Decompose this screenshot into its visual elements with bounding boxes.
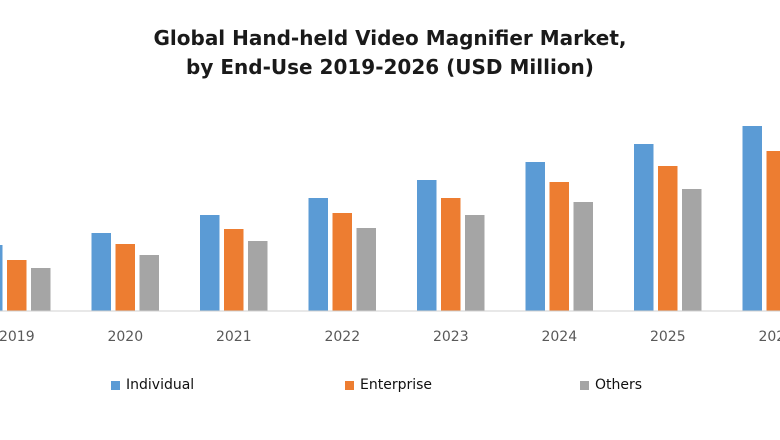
bar-others-2024	[573, 202, 593, 311]
x-tick-label: 2026	[758, 329, 780, 345]
bar-enterprise-2021	[224, 229, 244, 311]
legend-swatch	[345, 380, 354, 390]
chart-title-line-2: by End-Use 2019-2026 (USD Million)	[186, 55, 594, 79]
bar-individual-2023	[417, 180, 437, 311]
bar-enterprise-2026	[766, 151, 780, 311]
bar-enterprise-2020	[115, 244, 135, 311]
x-tick-label: 2022	[324, 329, 360, 345]
bar-others-2021	[248, 241, 268, 311]
chart-legend: Individual Enterprise Others	[0, 377, 780, 397]
bar-individual-2026	[742, 126, 762, 311]
bar-individual-2019	[0, 245, 3, 311]
bar-others-2022	[356, 228, 376, 311]
bar-individual-2025	[634, 144, 654, 311]
bar-enterprise-2022	[332, 213, 352, 311]
x-tick-label: 2019	[0, 329, 35, 345]
bar-individual-2024	[525, 162, 545, 311]
x-axis-tick-labels: 2019 2020 2021 2022 2023 2024 2025 2026	[0, 329, 780, 345]
x-tick-label: 2023	[433, 329, 469, 345]
bar-individual-2021	[200, 215, 220, 311]
bar-enterprise-2023	[441, 198, 461, 311]
legend-label: Others	[595, 377, 643, 393]
x-tick-label: 2025	[650, 329, 686, 345]
legend-label: Individual	[126, 377, 195, 393]
legend-label: Enterprise	[360, 377, 433, 393]
legend-item-others: Others	[580, 377, 642, 393]
bar-others-2020	[139, 255, 159, 311]
bar-enterprise-2024	[549, 182, 569, 311]
legend-swatch	[111, 380, 120, 390]
chart-title-line-1: Global Hand-held Video Magnifier Market,	[153, 26, 627, 50]
bar-others-2023	[465, 215, 485, 311]
legend-swatch	[580, 380, 589, 390]
chart-bars	[0, 126, 780, 311]
bar-individual-2020	[91, 233, 111, 311]
legend-item-individual: Individual	[111, 377, 194, 393]
bar-enterprise-2019	[7, 260, 27, 311]
bar-others-2019	[31, 268, 51, 311]
legend-item-enterprise: Enterprise	[345, 377, 432, 393]
bar-enterprise-2025	[658, 166, 678, 311]
x-tick-label: 2021	[216, 329, 252, 345]
x-tick-label: 2020	[107, 329, 143, 345]
bar-others-2025	[682, 189, 702, 311]
x-tick-label: 2024	[541, 329, 577, 345]
chart-title: Global Hand-held Video Magnifier Market,…	[0, 24, 780, 82]
bar-individual-2022	[308, 198, 328, 311]
